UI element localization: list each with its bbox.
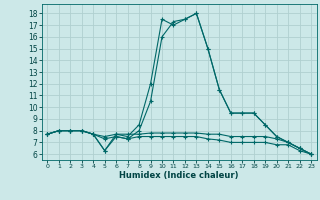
X-axis label: Humidex (Indice chaleur): Humidex (Indice chaleur) xyxy=(119,171,239,180)
